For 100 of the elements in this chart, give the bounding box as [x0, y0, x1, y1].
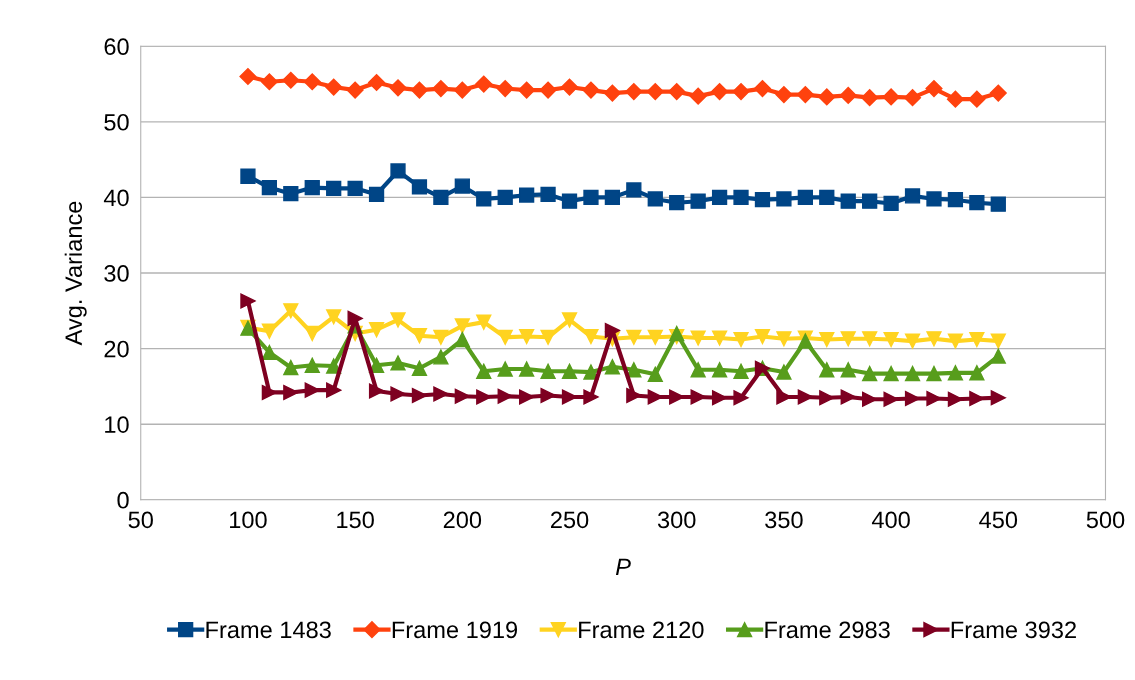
point: [753, 80, 772, 98]
x-tick-label: 400: [871, 511, 910, 529]
y-tick-label: 10: [105, 416, 129, 433]
point: [626, 182, 642, 198]
point: [519, 361, 535, 377]
point: [819, 331, 835, 348]
point: [839, 86, 857, 104]
point: [260, 73, 278, 91]
point: [433, 386, 449, 402]
point: [390, 355, 406, 371]
point: [389, 79, 407, 97]
point: [647, 366, 663, 382]
point: [497, 361, 513, 377]
point: [583, 328, 599, 345]
point: [862, 331, 878, 347]
x-tick-label: 450: [979, 511, 1018, 529]
point: [390, 312, 406, 328]
point: [326, 180, 342, 196]
point: [840, 362, 856, 378]
x-tick-label: 500: [1086, 511, 1125, 529]
point: [796, 86, 814, 104]
legend-label: Frame 1483: [206, 621, 331, 639]
point: [475, 75, 493, 93]
point: [647, 191, 663, 207]
point: [561, 312, 578, 328]
point: [904, 365, 921, 382]
point: [775, 86, 793, 104]
point: [646, 83, 664, 101]
point: [540, 186, 556, 203]
point: [968, 90, 986, 108]
point: [304, 357, 320, 373]
point: [926, 331, 942, 347]
point: [603, 84, 621, 102]
x-tick-label: 150: [337, 511, 374, 529]
point: [990, 348, 1006, 364]
point: [926, 191, 942, 207]
point: [561, 193, 578, 209]
point: [604, 189, 621, 206]
legend-label: Frame 3932: [951, 621, 1076, 639]
point: [711, 189, 728, 206]
point: [239, 67, 257, 86]
point: [519, 389, 535, 405]
point: [647, 329, 663, 345]
point: [519, 328, 535, 345]
point: [519, 187, 535, 203]
point: [989, 84, 1007, 102]
x-axis-title: P: [615, 558, 631, 576]
point: [583, 364, 599, 380]
point: [497, 189, 513, 206]
point: [776, 364, 792, 380]
point: [561, 363, 578, 379]
point: [969, 331, 985, 348]
y-tick-label: 60: [104, 38, 129, 56]
point: [883, 365, 899, 382]
point: [711, 83, 729, 101]
point: [283, 359, 299, 376]
point: [411, 328, 428, 344]
point: [433, 349, 449, 365]
point: [947, 365, 964, 381]
point: [733, 189, 749, 206]
point: [733, 363, 749, 379]
point: [754, 328, 771, 345]
x-tick-label: 200: [443, 511, 482, 529]
point: [711, 362, 728, 378]
point: [283, 303, 299, 319]
point: [347, 180, 363, 196]
point: [862, 365, 878, 382]
legend-label: Frame 1919: [392, 621, 518, 639]
point: [840, 331, 856, 347]
point: [690, 330, 706, 346]
point: [925, 80, 943, 98]
point: [947, 333, 964, 349]
point: [325, 78, 343, 96]
point: [540, 363, 556, 379]
point: [903, 89, 922, 107]
point: [390, 163, 406, 179]
point: [926, 365, 942, 382]
point: [690, 389, 706, 405]
point: [733, 331, 749, 348]
x-tick-label: 100: [230, 511, 267, 529]
point: [326, 309, 342, 325]
point: [346, 81, 364, 99]
y-tick-label: 20: [104, 340, 129, 358]
point: [990, 333, 1006, 349]
point: [776, 191, 792, 207]
point: [368, 322, 385, 338]
point: [882, 88, 900, 106]
point: [776, 331, 792, 347]
point: [454, 331, 470, 348]
point: [261, 344, 278, 361]
point: [946, 90, 964, 108]
x-tick-label: 50: [128, 511, 153, 529]
point: [668, 83, 686, 101]
x-tick-label: 350: [765, 511, 803, 529]
point: [689, 87, 707, 105]
point: [861, 89, 879, 107]
point: [754, 192, 771, 208]
y-tick-label: 50: [104, 113, 129, 131]
point: [904, 333, 921, 349]
point: [368, 186, 385, 203]
